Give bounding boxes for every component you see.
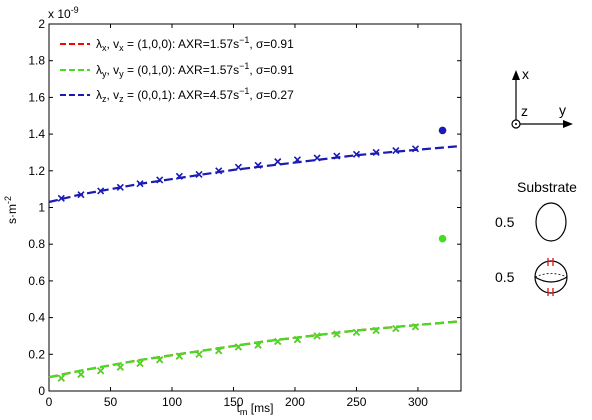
x-tick-label: 100: [162, 395, 182, 409]
series-marker-1: [215, 347, 223, 355]
x-tick-label: 300: [408, 395, 428, 409]
y-tick-label: 1.6: [28, 90, 45, 104]
series-marker-2: [57, 194, 65, 202]
series-layer: [48, 126, 462, 382]
series-marker-2: [136, 180, 144, 188]
series-marker-2: [215, 167, 223, 175]
x-axis-ticks: 0 50 100 150 200 250 300: [46, 24, 428, 409]
substrate-panel: Substrate 0.5 0.5: [495, 179, 577, 296]
sphere-with-stripes-icon: [534, 258, 568, 296]
x-tick-label: 250: [346, 395, 366, 409]
series-marker-2: [372, 148, 380, 157]
series-marker-1: [57, 374, 65, 382]
y-tick-label: 1: [38, 201, 45, 215]
series-marker-2: [97, 187, 105, 195]
series-marker-2: [274, 158, 282, 166]
x-tick-label: 200: [285, 395, 305, 409]
y-tick-label: 2: [38, 17, 45, 31]
series-extra-point-2: [438, 126, 447, 135]
series-marker-1: [254, 341, 262, 349]
series-marker-2: [195, 170, 203, 179]
series-marker-1: [156, 356, 164, 364]
series-marker-1: [411, 323, 420, 331]
y-tick-label: 0.4: [28, 311, 45, 325]
series-marker-1: [234, 343, 242, 351]
series-marker-1: [195, 350, 203, 358]
series-marker-2: [411, 145, 420, 153]
series-fit-line-2: [48, 144, 462, 204]
legend-label-z: λz, vz = (0,0,1): AXR=4.57s−1, σ=0.27: [96, 86, 294, 104]
series-marker-2: [234, 163, 242, 171]
series-marker-1: [333, 330, 341, 338]
series-marker-2: [352, 150, 361, 158]
series-marker-1: [352, 328, 361, 336]
substrate-item-2-value: 0.5: [495, 269, 515, 285]
series-marker-2: [333, 152, 341, 160]
series-marker-1: [116, 363, 124, 371]
series-marker-1: [77, 370, 85, 379]
series-marker-1: [274, 337, 282, 346]
axis-icon-y-label: y: [559, 102, 566, 118]
x-tick-label: 150: [223, 395, 243, 409]
series-marker-1: [136, 359, 144, 368]
series-marker-1: [392, 325, 400, 333]
y-tick-label: 0: [38, 384, 45, 398]
series-marker-2: [116, 183, 124, 191]
series-marker-2: [77, 191, 85, 199]
y-axis-ticks: 0 0.2 0.4 0.6 0.8 1 1.2 1.4 1.6 1.8 2: [28, 17, 461, 398]
x-axis-label: tm [ms]: [237, 401, 274, 417]
substrate-item-1-value: 0.5: [495, 214, 515, 230]
series-marker-2: [156, 176, 164, 184]
series-marker-2: [175, 172, 183, 180]
y-tick-label: 0.8: [28, 237, 45, 251]
series-marker-1: [313, 332, 321, 340]
legend: λx, vx = (1,0,0): AXR=1.57s−1, σ=0.91 λy…: [60, 35, 294, 104]
axis-icon-x-label: x: [522, 66, 529, 82]
y-exponent-label: x 10-9: [48, 5, 79, 21]
series-marker-1: [97, 367, 105, 375]
series-marker-2: [392, 147, 400, 155]
series-marker-1: [293, 336, 301, 344]
plot-frame: [48, 23, 462, 392]
y-tick-label: 1.8: [28, 54, 45, 68]
substrate-title: Substrate: [517, 179, 577, 195]
ellipsoid-icon: [535, 202, 567, 242]
series-extra-point-1: [438, 234, 447, 243]
legend-label-x: λx, vx = (1,0,0): AXR=1.57s−1, σ=0.91: [96, 35, 294, 53]
x-tick-label: 50: [104, 395, 118, 409]
y-tick-label: 1.2: [28, 164, 45, 178]
series-fit-line-1: [48, 320, 462, 379]
series-marker-2: [313, 154, 321, 162]
axis-icon-z-label: z: [521, 103, 528, 119]
x-tick-label: 0: [46, 395, 53, 409]
series-marker-2: [254, 161, 262, 169]
y-axis-label: s·m-2: [3, 196, 19, 224]
series-marker-1: [372, 326, 380, 335]
legend-label-y: λy, vy = (0,1,0): AXR=1.57s−1, σ=0.91: [96, 61, 294, 79]
series-marker-1: [175, 352, 183, 360]
y-tick-label: 0.2: [28, 347, 45, 361]
coordinate-axes-icon: x y z: [511, 66, 573, 129]
y-tick-label: 0.6: [28, 274, 45, 288]
y-tick-label: 1.4: [28, 127, 45, 141]
series-marker-2: [293, 156, 301, 164]
